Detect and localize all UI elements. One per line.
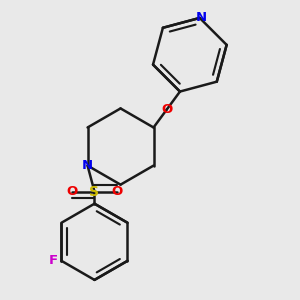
Text: S: S <box>89 184 100 199</box>
Text: O: O <box>66 185 78 198</box>
Text: N: N <box>196 11 207 24</box>
Text: O: O <box>161 103 172 116</box>
Text: F: F <box>49 254 58 267</box>
Text: O: O <box>111 185 123 198</box>
Text: N: N <box>82 159 93 172</box>
